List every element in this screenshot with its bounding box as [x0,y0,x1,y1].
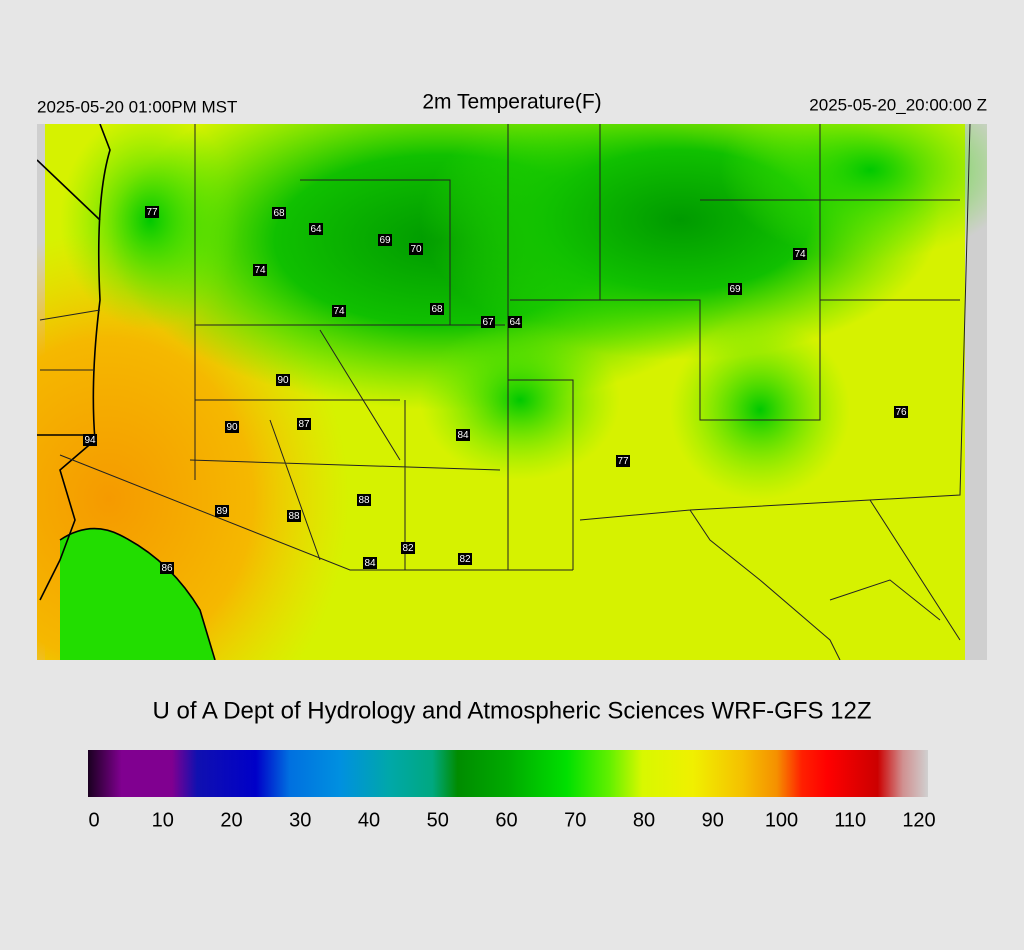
valid-utc-time: 2025-05-20_20:00:00 Z [809,95,987,114]
station-label-box [272,207,286,219]
station-label: 64 [509,317,521,328]
colorbar-tick-label: 50 [427,809,449,831]
station-label: 86 [161,563,173,574]
station-label: 67 [482,317,494,328]
station-label-box [145,206,159,218]
station-label: 68 [273,208,285,219]
station-labels: 77 68 64 69 70 74 74 68 67 64 74 69 90 90 87 94 84 76 77 88… [83,206,908,574]
colorbar-tick-label: 30 [289,809,311,831]
colorbar-tick-label: 40 [358,809,380,831]
colorbar-tick-label: 80 [633,809,655,831]
station-label-box [160,562,174,574]
station-label-box [276,374,290,386]
station-label: 68 [431,304,443,315]
station-label: 90 [226,422,238,433]
colorbar-tick-label: 90 [702,809,724,831]
station-label-box [357,494,371,506]
station-label: 69 [379,235,391,246]
station-label-box [297,418,311,430]
station-label-box [793,248,807,260]
station-label: 77 [617,456,629,467]
map-title: 2m Temperature(F) [422,91,601,114]
colorbar-tick-label: 10 [152,809,174,831]
colorbar-tick-label: 110 [834,809,866,831]
station-label-box [332,305,346,317]
station-label: 87 [298,419,310,430]
station-label: 84 [364,558,376,569]
station-label: 64 [310,224,322,235]
station-label-box [894,406,908,418]
station-label: 69 [729,284,741,295]
station-label-box [225,421,239,433]
station-label-box [401,542,415,554]
valid-local-time: 2025-05-20 01:00PM MST [37,97,237,116]
map: 77 68 64 69 70 74 74 68 67 64 74 69 90 90 87 94 84 76 77 88… [37,124,987,660]
station-label: 77 [146,207,158,218]
station-label-box [215,505,229,517]
station-label-box [616,455,630,467]
station-label-box [83,434,97,446]
station-label-box [508,316,522,328]
colorbar [88,750,928,797]
colorbar-tick-label: 120 [902,809,935,831]
station-label-box [456,429,470,441]
station-label: 88 [358,495,370,506]
colorbar-ticks: 0 10 20 30 40 50 60 70 80 90 100 110 120 [88,809,935,831]
model-credit: U of A Dept of Hydrology and Atmospheric… [153,697,872,724]
station-label: 82 [459,554,471,565]
station-label: 74 [794,249,806,260]
station-label-box [430,303,444,315]
colorbar-tick-label: 60 [495,809,517,831]
station-label-box [409,243,423,255]
station-label: 74 [254,265,266,276]
station-label-box [378,234,392,246]
station-label-box [309,223,323,235]
station-label: 88 [288,511,300,522]
colorbar-tick-label: 100 [765,809,798,831]
colorbar-tick-label: 20 [220,809,242,831]
station-label-box [458,553,472,565]
station-label-box [287,510,301,522]
station-label: 70 [410,244,422,255]
station-label: 76 [895,407,907,418]
station-label: 94 [84,435,96,446]
station-label: 74 [333,306,345,317]
station-label: 90 [277,375,289,386]
station-label-box [363,557,377,569]
colorbar-tick-label: 70 [564,809,586,831]
station-label-box [481,316,495,328]
station-label: 89 [216,506,228,517]
station-label-box [728,283,742,295]
station-label: 84 [457,430,469,441]
colorbar-tick-label: 0 [88,809,99,831]
station-label: 82 [402,543,414,554]
station-label-box [253,264,267,276]
